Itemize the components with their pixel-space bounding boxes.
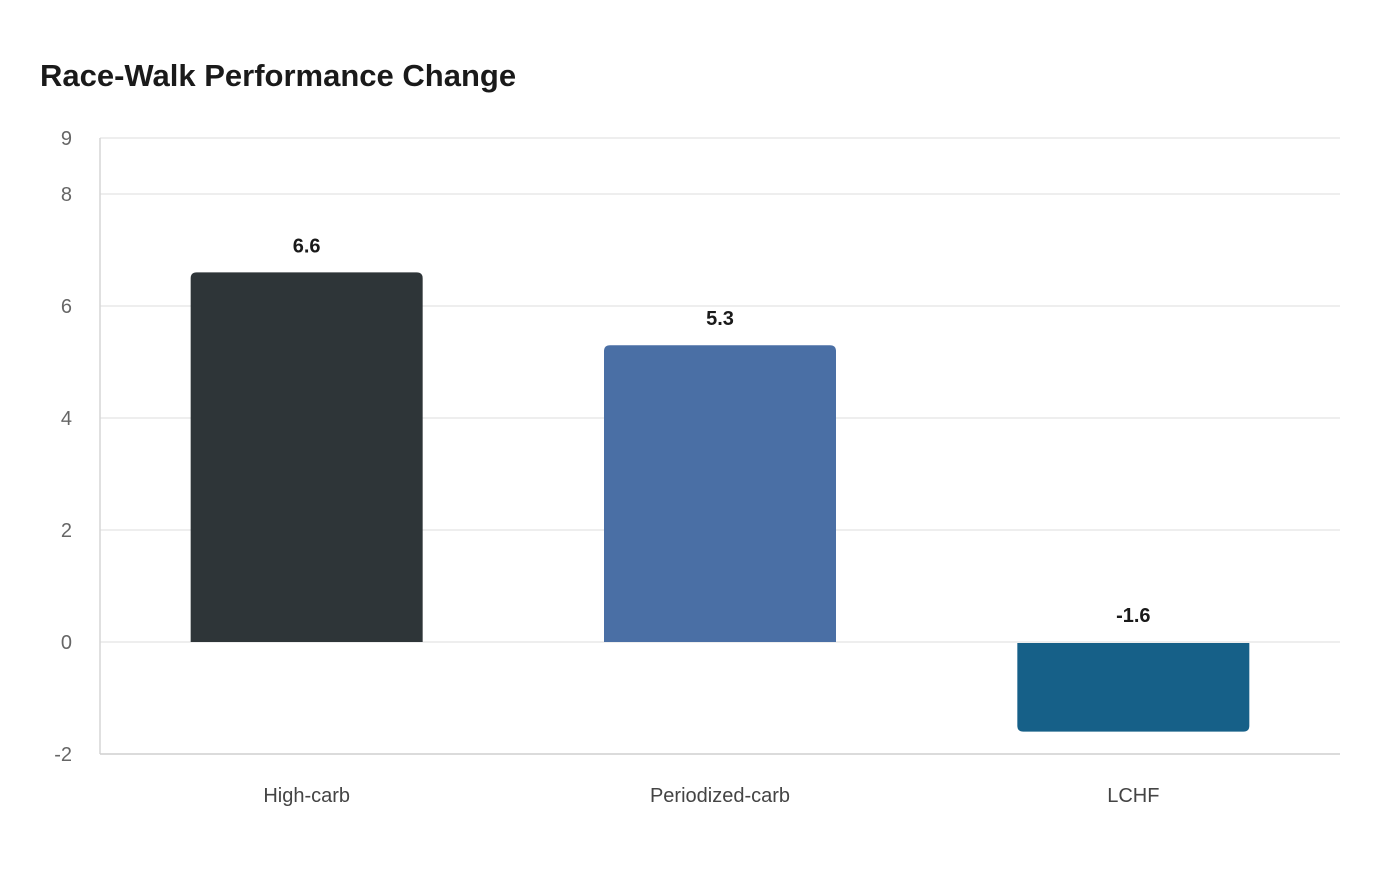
y-tick-label: 8 [61,184,72,206]
y-axis-ticks: -2 0 2 4 6 8 9 [54,128,72,766]
y-tick-label: 4 [61,408,72,430]
chart-title: Race-Walk Performance Change [40,58,517,93]
y-tick-label: -2 [54,744,72,766]
data-label: -1.6 [1116,605,1150,627]
x-axis-categories: High-carb Periodized-carb LCHF [263,785,1159,807]
y-tick-label: 0 [61,632,72,654]
x-category-label: Periodized-carb [650,785,790,807]
y-tick-label: 2 [61,520,72,542]
bar-lchf [1017,643,1250,732]
x-category-label: LCHF [1107,785,1159,807]
x-category-label: High-carb [263,785,350,807]
y-tick-label: 6 [61,296,72,318]
data-label: 6.6 [293,235,321,257]
data-labels: 6.6 5.3 -1.6 [293,235,1151,627]
bars [190,272,1250,732]
bar-periodized-carb [604,345,836,642]
data-label: 5.3 [706,308,734,330]
axes [99,138,1340,755]
bar-high-carb [190,272,423,642]
y-tick-label: 9 [61,128,72,150]
